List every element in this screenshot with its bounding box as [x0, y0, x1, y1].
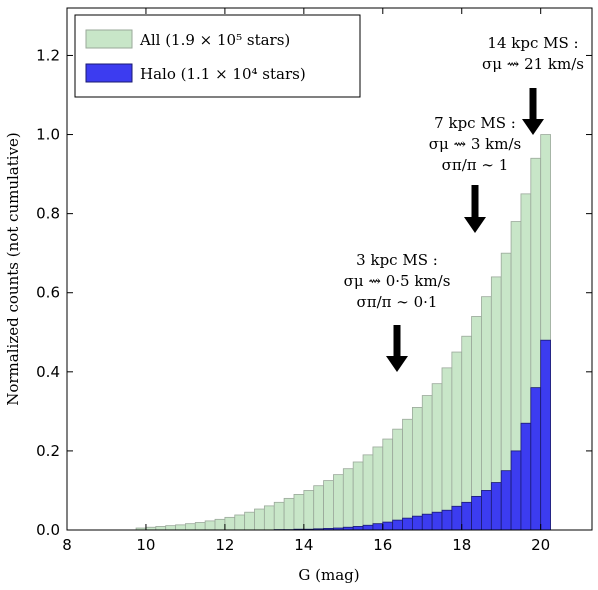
- histogram-bar: [204, 520, 216, 531]
- histogram-bar: [471, 495, 482, 531]
- annotation: σμ ⇝ 21 km/s: [482, 55, 584, 73]
- x-tick-label: 8: [62, 536, 72, 554]
- histogram-bar: [372, 446, 384, 531]
- histogram-bar: [431, 511, 443, 531]
- histogram-bar: [510, 450, 522, 531]
- histogram-bar: [411, 407, 423, 531]
- histogram-bar: [530, 387, 542, 531]
- histogram-bar: [411, 515, 423, 531]
- x-tick-label: 10: [136, 536, 155, 554]
- histogram-bar: [451, 505, 463, 531]
- histogram-bar: [313, 485, 324, 531]
- histogram-bar: [333, 474, 344, 531]
- histogram-bar: [451, 351, 463, 531]
- histogram-bar: [362, 524, 374, 531]
- histogram-bar: [540, 339, 551, 531]
- histogram-bar: [392, 428, 403, 531]
- histogram-bar: [342, 468, 354, 531]
- annotation: 7 kpc MS :: [434, 114, 516, 132]
- legend-box: [74, 14, 361, 98]
- histogram-bar: [165, 525, 176, 531]
- legend-swatch: [85, 29, 133, 49]
- histogram-bar: [224, 516, 236, 531]
- histogram-bar: [402, 418, 413, 531]
- histogram-bar: [263, 505, 275, 531]
- histogram-bar: [461, 501, 473, 531]
- histogram-bar: [362, 454, 374, 531]
- histogram-bar: [441, 367, 453, 531]
- histogram-bar: [194, 522, 206, 531]
- histogram-bar: [372, 523, 384, 531]
- histogram-bar: [244, 511, 255, 531]
- histogram-bar: [283, 497, 295, 531]
- x-tick-label: 14: [294, 536, 313, 554]
- histogram-bar: [352, 526, 364, 531]
- histogram-bar: [500, 470, 512, 531]
- histogram-bar: [382, 438, 394, 531]
- annotation: σπ/π ∼ 1: [442, 156, 509, 174]
- annotation: σμ ⇝ 0·5 km/s: [344, 272, 451, 290]
- histogram-bar: [214, 518, 226, 531]
- histogram-bar: [520, 422, 532, 531]
- arrow-head: [464, 217, 486, 233]
- legend-label: Halo (1.1 × 10⁴ stars): [140, 65, 306, 83]
- x-axis-label: G (mag): [298, 566, 359, 584]
- histogram-bar: [382, 521, 394, 531]
- y-tick-label: 1.2: [36, 46, 60, 64]
- histogram-bar: [293, 494, 305, 531]
- y-tick-label: 0.8: [36, 205, 60, 223]
- histogram-bar: [421, 513, 433, 531]
- annotation: σπ/π ∼ 0·1: [357, 293, 438, 311]
- histogram-bar: [352, 461, 364, 531]
- histogram-bar: [461, 335, 473, 531]
- arrow-head: [522, 119, 544, 135]
- histogram-bar: [481, 490, 492, 531]
- annotation: 14 kpc MS :: [487, 34, 578, 52]
- plot-frame: [66, 7, 593, 531]
- legend: All (1.9 × 10⁵ stars) Halo (1.1 × 10⁴ sta…: [74, 14, 361, 98]
- histogram-bar: [273, 501, 285, 531]
- x-tick-label: 16: [373, 536, 392, 554]
- histogram-bar: [490, 482, 502, 531]
- annotation: 3 kpc MS :: [356, 251, 438, 269]
- y-tick-label: 0.6: [36, 284, 60, 302]
- histogram-bar: [175, 524, 186, 531]
- legend-swatch: [85, 63, 133, 83]
- y-tick-label: 1.0: [36, 126, 60, 144]
- histogram-bar: [421, 395, 433, 531]
- x-tick-label: 12: [215, 536, 234, 554]
- x-tick-label: 20: [531, 536, 550, 554]
- histogram-bar: [431, 383, 443, 531]
- histogram-bar: [392, 519, 403, 531]
- y-tick-label: 0.4: [36, 363, 60, 381]
- histogram-bar: [155, 526, 167, 531]
- legend-label: All (1.9 × 10⁵ stars): [139, 31, 290, 49]
- x-tick-label: 18: [452, 536, 471, 554]
- y-tick-label: 0.0: [36, 521, 60, 539]
- arrow-head: [386, 356, 408, 372]
- histogram-bar: [323, 480, 334, 531]
- histogram-bar: [441, 509, 453, 531]
- histogram-bar: [185, 523, 196, 531]
- histogram-bar: [234, 514, 246, 531]
- y-axis-label: Normalized counts (not cumulative): [4, 132, 22, 406]
- y-tick-label: 0.2: [36, 442, 60, 460]
- histogram-bar: [402, 517, 413, 531]
- histogram-bar: [303, 490, 315, 531]
- annotation: σμ ⇝ 3 km/s: [429, 135, 521, 153]
- histogram-bar: [254, 508, 265, 531]
